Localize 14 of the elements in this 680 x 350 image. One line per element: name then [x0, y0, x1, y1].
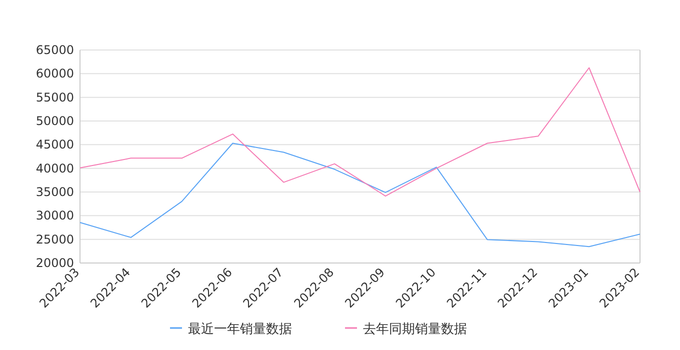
y-tick-label: 60000	[36, 66, 74, 81]
legend-label: 最近一年销量数据	[188, 322, 292, 337]
y-tick-label: 55000	[36, 90, 74, 104]
y-tick-label: 30000	[36, 208, 74, 223]
y-tick-label: 45000	[36, 138, 74, 152]
y-tick-label: 25000	[36, 232, 74, 246]
y-tick-label: 35000	[36, 185, 74, 199]
y-tick-label: 20000	[36, 256, 74, 270]
y-tick-label: 40000	[36, 161, 74, 176]
y-tick-label: 50000	[36, 114, 74, 128]
y-tick-label: 65000	[36, 43, 74, 57]
line-series	[80, 142, 640, 248]
legend-label: 去年同期销量数据	[363, 322, 467, 337]
line-series	[80, 67, 640, 197]
